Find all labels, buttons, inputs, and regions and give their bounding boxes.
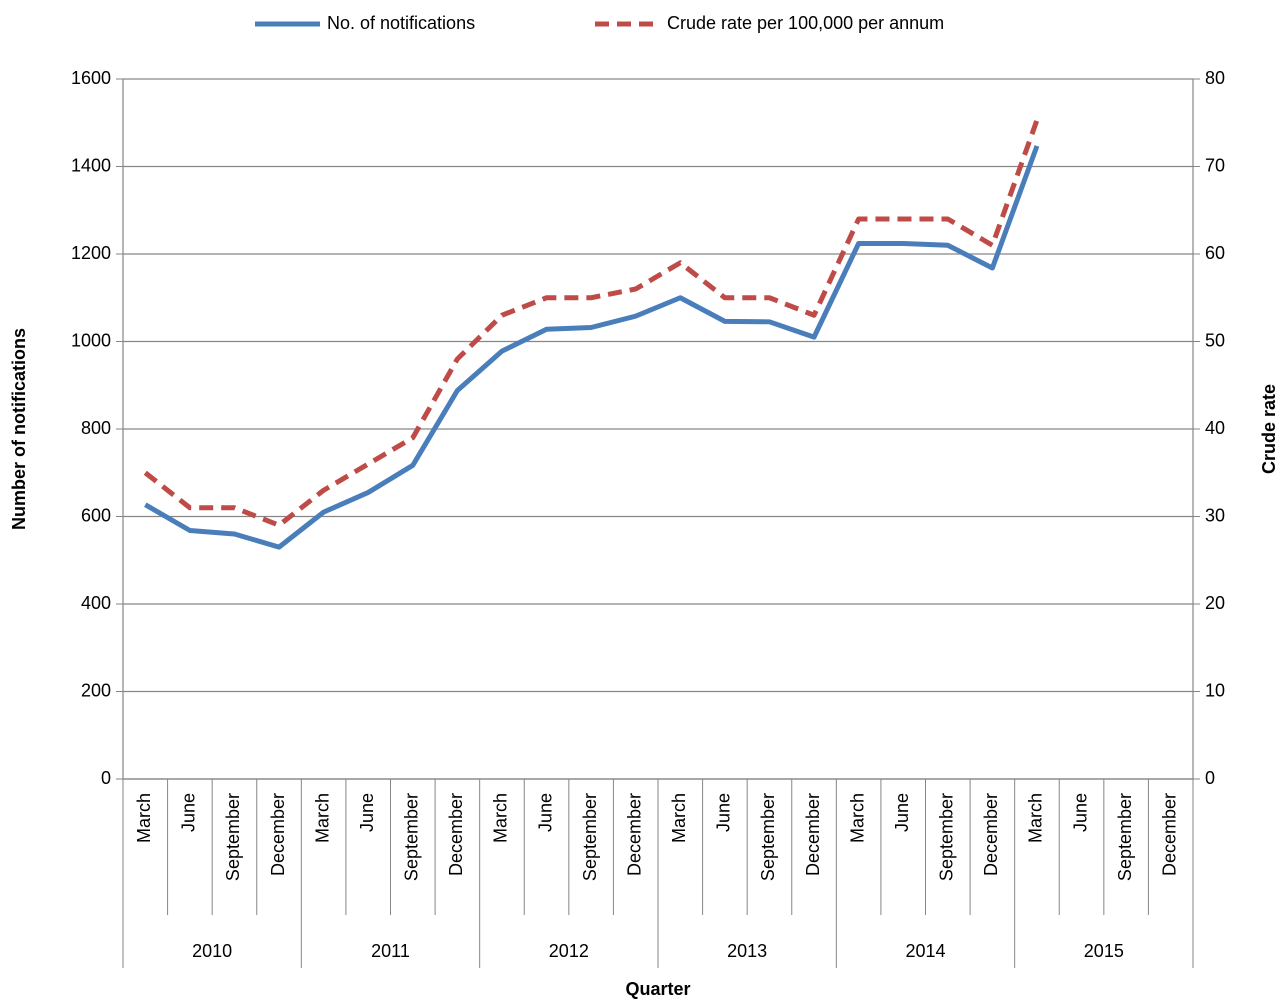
x-tick-label: March [491, 793, 511, 843]
x-group-label: 2015 [1084, 941, 1124, 961]
x-tick-label: March [669, 793, 689, 843]
x-tick-label: March [134, 793, 154, 843]
x-tick-label: June [535, 793, 555, 832]
y2-tick-label: 0 [1205, 768, 1215, 788]
y2-tick-label: 10 [1205, 680, 1225, 700]
x-group-label: 2014 [905, 941, 945, 961]
y-tick-label: 1000 [71, 330, 111, 350]
x-tick-label: June [892, 793, 912, 832]
y-tick-label: 1600 [71, 68, 111, 88]
series-line [143, 119, 1040, 528]
x-tick-label: December [981, 793, 1001, 876]
y-tick-label: 400 [81, 593, 111, 613]
x-group-label: 2010 [192, 941, 232, 961]
y-tick-label: 1200 [71, 243, 111, 263]
x-tick-label: December [803, 793, 823, 876]
x-group-label: 2013 [727, 941, 767, 961]
x-axis-title: Quarter [625, 979, 690, 999]
y2-tick-label: 50 [1205, 330, 1225, 350]
x-tick-label: March [1026, 793, 1046, 843]
legend-label: Crude rate per 100,000 per annum [667, 13, 944, 33]
y-tick-label: 200 [81, 680, 111, 700]
series-line [144, 145, 1040, 550]
x-tick-label: March [847, 793, 867, 843]
x-tick-label: September [937, 793, 957, 881]
legend-label: No. of notifications [327, 13, 475, 33]
x-tick-label: December [446, 793, 466, 876]
x-group-label: 2011 [371, 941, 410, 961]
x-group-label: 2012 [549, 941, 589, 961]
y-tick-label: 0 [101, 768, 111, 788]
x-tick-label: June [357, 793, 377, 832]
y-tick-label: 1400 [71, 155, 111, 175]
y2-tick-label: 40 [1205, 418, 1225, 438]
x-tick-label: December [624, 793, 644, 876]
x-tick-label: December [1159, 793, 1179, 876]
y2-tick-label: 60 [1205, 243, 1225, 263]
x-tick-label: June [179, 793, 199, 832]
x-tick-label: September [758, 793, 778, 881]
x-tick-label: June [1070, 793, 1090, 832]
y2-tick-label: 20 [1205, 593, 1225, 613]
y-tick-label: 800 [81, 418, 111, 438]
x-tick-label: December [268, 793, 288, 876]
x-tick-label: September [580, 793, 600, 881]
x-tick-label: September [223, 793, 243, 881]
x-tick-label: March [312, 793, 332, 843]
y2-axis-title: Crude rate [1259, 384, 1279, 474]
x-tick-label: June [714, 793, 734, 832]
y2-tick-label: 80 [1205, 68, 1225, 88]
y2-tick-label: 30 [1205, 505, 1225, 525]
y-axis-title: Number of notifications [9, 328, 29, 530]
y2-tick-label: 70 [1205, 155, 1225, 175]
x-tick-label: September [1115, 793, 1135, 881]
y-tick-label: 600 [81, 505, 111, 525]
x-tick-label: September [402, 793, 422, 881]
